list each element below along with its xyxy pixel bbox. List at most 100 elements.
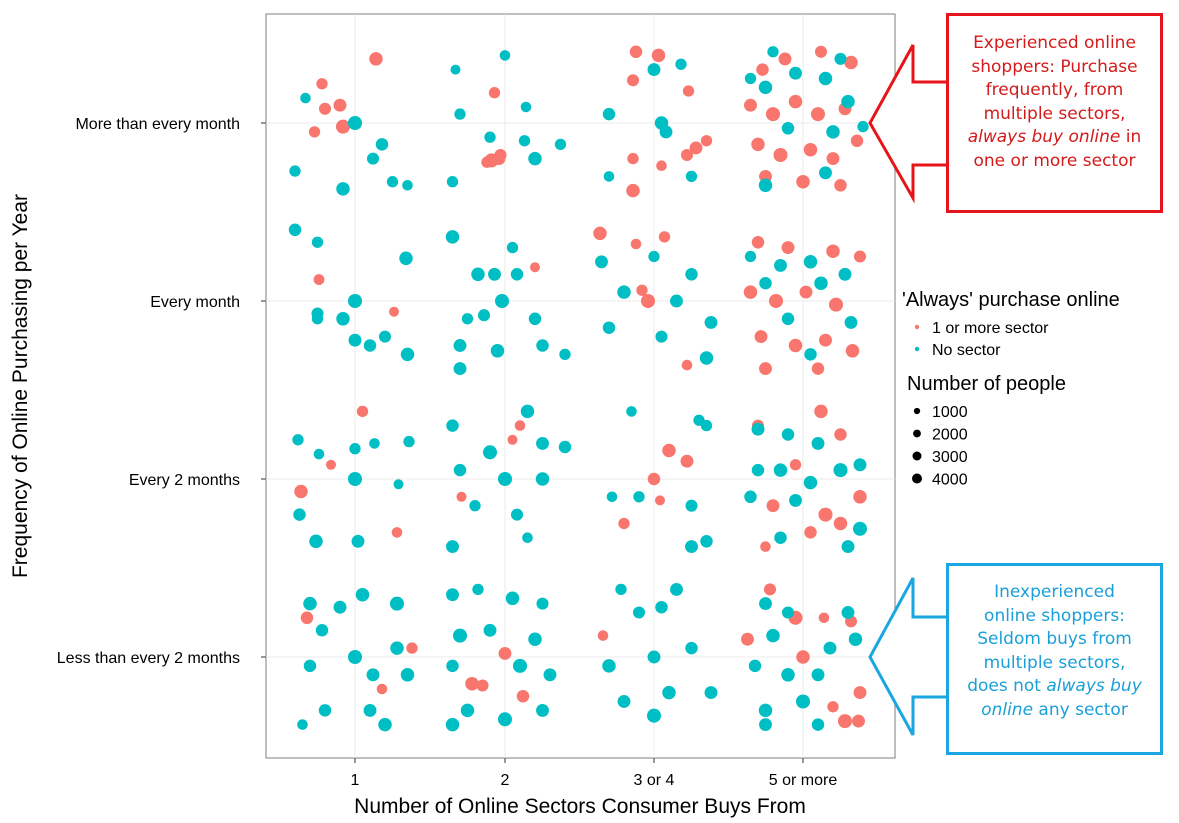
data-point [852,714,865,728]
color-legend-title: 'Always' purchase online [902,289,1120,311]
data-point [460,703,475,718]
data-point [311,313,324,325]
data-point [481,156,493,168]
data-point [685,268,698,281]
data-point [483,623,497,637]
callout-line: Seldom buys from [949,628,1160,652]
callout-text: multiple sectors, [983,103,1126,124]
data-point [603,171,615,182]
data-point [386,176,399,188]
data-point [838,267,852,281]
data-point [606,491,618,503]
data-point [363,339,377,352]
callout-text: one or more sector [973,150,1136,171]
callout-text: always buy online [967,127,1121,147]
data-point [837,714,853,729]
data-point [773,463,788,477]
data-point [766,628,780,643]
legend-size-key [912,473,922,484]
legend-size-key [912,451,922,461]
data-point [490,344,505,358]
data-point [505,591,520,606]
data-point [528,151,542,166]
callout-text: multiple sectors, [983,652,1126,673]
data-point [685,499,698,512]
data-point [558,440,572,454]
data-point [303,596,317,611]
data-point [445,717,460,732]
data-point [461,313,474,325]
data-point [626,406,637,417]
data-point [363,703,377,717]
data-point [811,362,825,375]
data-point [554,138,567,151]
data-point [336,182,350,196]
data-point [446,588,459,602]
data-point [658,231,671,243]
data-point [498,646,512,660]
data-point [456,491,467,502]
data-point [804,348,817,361]
data-point [751,422,765,436]
data-point [814,45,828,58]
data-point [659,125,673,139]
data-point [477,309,491,322]
callout-text: does not [967,676,1047,696]
data-point [369,52,383,66]
data-point [347,293,363,309]
data-point [648,250,660,263]
data-point [700,535,713,548]
legend-size-key [913,407,921,415]
data-point [375,138,389,151]
data-point [699,351,714,365]
data-point [818,612,830,624]
data-point [704,686,718,700]
data-point [751,463,765,477]
data-point [497,471,513,487]
data-point [593,226,607,241]
data-point [845,344,860,358]
data-point [378,717,392,732]
data-point [760,541,771,552]
data-point [336,312,350,326]
y-tick-label: Every 2 months [129,472,240,489]
data-point [393,479,404,490]
data-point [472,583,484,596]
callout-line: one or more sector [949,150,1160,174]
data-point [655,600,668,614]
data-point [512,658,528,673]
data-points [288,45,869,732]
data-point [536,597,549,610]
data-point [700,135,713,147]
data-point [685,170,698,183]
data-point [759,718,772,732]
data-point [469,500,481,512]
data-point [484,131,496,143]
data-point [744,98,757,112]
data-point [774,258,787,272]
data-point [376,683,388,695]
data-point [366,152,380,165]
data-point [763,583,777,596]
data-point [520,404,535,419]
x-axis-title: Number of Online Sectors Consumer Buys F… [354,795,806,818]
data-point [626,183,640,198]
data-point [349,443,361,455]
data-point [857,120,869,133]
data-point [400,668,415,682]
data-point [852,521,868,536]
data-point [704,315,718,329]
x-axis-ticks: 1 2 3 or 4 5 or more [351,758,837,789]
legend-size-label: 4000 [932,472,968,489]
data-point [347,115,363,131]
data-point [351,534,365,548]
data-point [834,428,847,441]
data-point [297,719,308,730]
data-point [465,676,479,691]
data-point [656,160,667,171]
data-point [833,463,848,478]
callout-text: Inexperienced [994,582,1115,602]
data-point [446,659,459,673]
data-point [662,443,676,458]
legend-size-label: 1000 [932,404,968,421]
